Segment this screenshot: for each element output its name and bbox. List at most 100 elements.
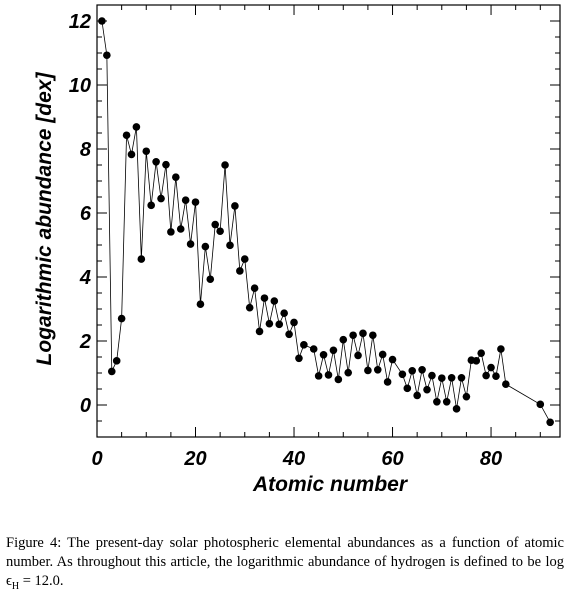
data-point [157,194,165,203]
data-point [354,351,362,360]
data-point [497,345,505,353]
data-point [408,366,417,375]
y-tick-label: 10 [69,75,91,97]
data-point [98,17,106,25]
data-point [319,350,328,359]
data-point [487,363,495,372]
data-point [112,357,121,365]
y-tick-label: 2 [79,331,91,353]
caption-end: = 12.0. [19,573,64,589]
x-tick-label: 80 [480,448,502,470]
data-point [181,196,190,204]
data-point [275,320,284,329]
data-point [442,398,451,406]
x-tick-label: 0 [91,448,102,470]
data-point [152,158,160,166]
data-point [265,319,274,328]
data-point [191,198,200,206]
x-axis-tick-labels: 0 20 40 60 80 [91,448,502,470]
data-point [344,368,353,377]
data-point [329,346,338,355]
caption-label: Figure 4: [6,535,62,551]
data-point [477,349,485,357]
data-point [536,400,545,409]
data-point [122,131,131,140]
data-point [295,354,303,363]
data-point [314,372,323,380]
data-point [413,391,421,400]
data-point [216,227,224,236]
x-tick-label: 60 [381,448,403,470]
data-point [472,357,481,365]
data-point [339,335,348,344]
data-point [132,123,141,131]
data-point [364,366,372,375]
data-point [186,240,195,248]
data-point [324,371,333,379]
x-tick-label: 40 [282,448,305,470]
x-axis-ticks [96,5,541,437]
data-point [359,329,367,338]
data-point [300,341,308,349]
data-point [334,375,343,384]
data-point [482,371,490,380]
data-point [142,147,151,156]
data-point [452,405,461,413]
plot-frame [96,4,561,438]
data-point [447,374,456,382]
data-point [492,372,500,381]
data-point [127,150,136,159]
data-point [398,370,407,379]
data-point [433,398,441,406]
data-point [373,366,382,374]
data-point [403,384,412,393]
data-point [147,201,155,210]
x-tick-label: 20 [183,448,206,470]
data-point [270,297,279,305]
data-point [255,327,264,336]
data-point [176,225,185,233]
data-point [117,314,126,323]
abundance-chart: 0 20 40 60 80 0 2 4 6 8 10 12 Atomic number Logari… [33,4,561,496]
data-point [462,392,471,401]
data-point [502,380,510,389]
series-line [101,20,551,423]
data-point [240,255,249,263]
caption-subscript: H [11,580,20,592]
data-point [546,418,554,427]
y-tick-label: 12 [69,11,91,33]
data-point [250,284,259,293]
data-point [206,275,215,284]
data-point [378,350,387,359]
figure-caption: Figure 4: The present-day solar photosph… [6,534,564,596]
data-point [280,309,288,317]
x-axis-label: Atomic number [252,473,409,496]
data-point [290,318,298,327]
data-point [211,220,220,229]
data-points [98,17,554,427]
data-point [162,160,170,169]
plot-frame-group [96,4,561,438]
data-point [285,330,293,339]
y-tick-label: 0 [80,395,91,417]
data-point [196,300,205,309]
y-axis-ticks [97,4,560,438]
y-tick-label: 8 [80,139,92,161]
data-point [457,374,466,382]
data-point [383,378,392,386]
y-axis-label: Logarithmic abundance [dex] [33,72,56,366]
y-tick-label: 6 [80,203,92,225]
data-point [103,51,111,60]
data-point [221,161,229,169]
data-point [388,355,397,364]
data-point [167,228,175,236]
y-tick-label: 4 [79,267,91,289]
data-point [418,366,426,374]
y-axis-tick-labels: 0 2 4 6 8 10 12 [69,11,92,417]
caption-text: The present-day solar photospheric eleme… [6,535,564,589]
data-point [107,367,116,376]
data-point [231,202,239,210]
data-point [201,242,210,251]
data-point [423,385,431,394]
data-point [236,267,244,275]
